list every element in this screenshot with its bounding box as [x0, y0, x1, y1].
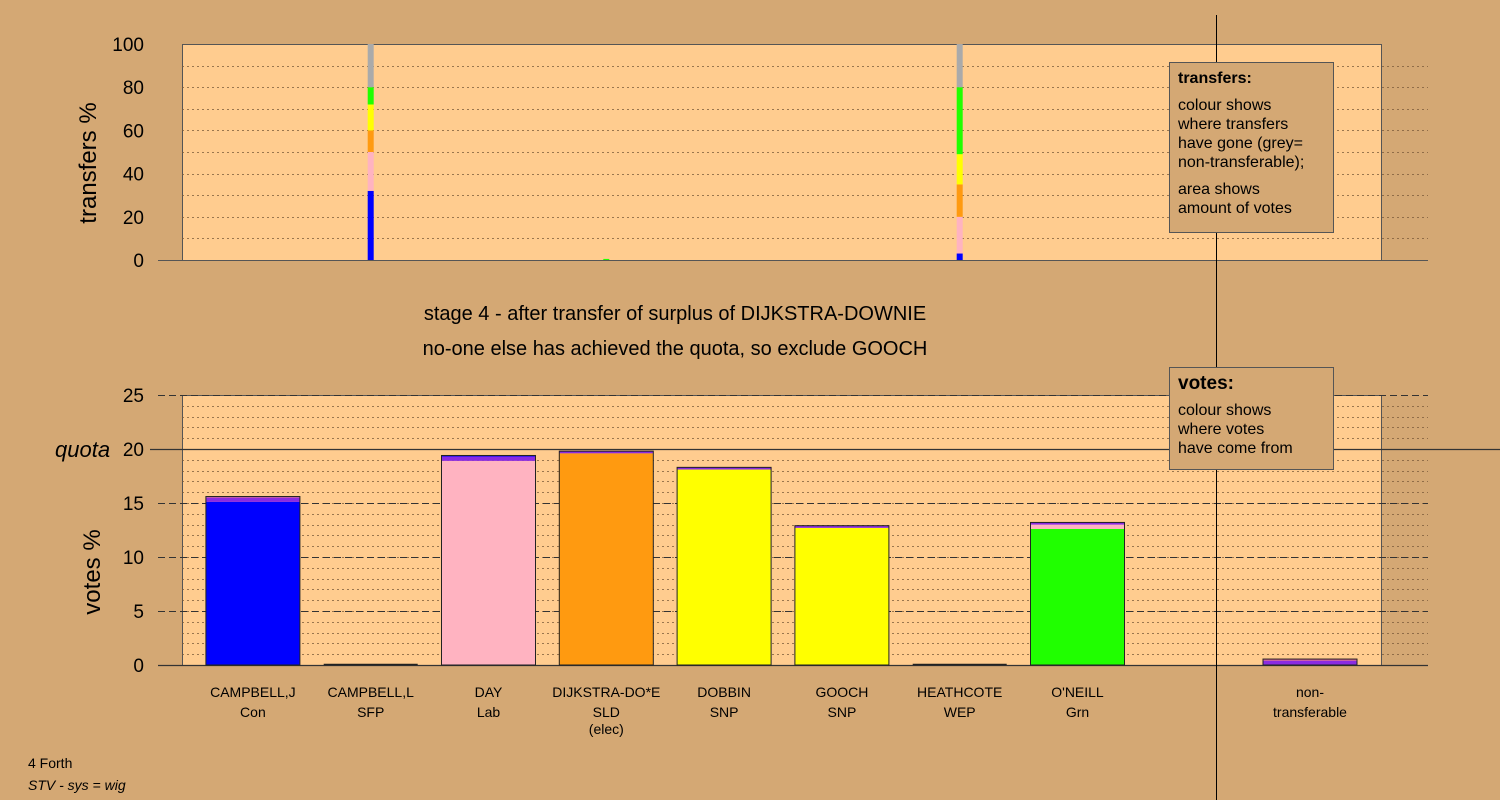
- stage-title: stage 4 - after transfer of surplus of D…: [424, 303, 926, 325]
- vote-segment: [205, 501, 300, 665]
- transfers-y-tick-label: 100: [112, 35, 144, 56]
- votes-y-axis-label: votes %: [79, 529, 106, 614]
- votes-y-tick-label: 10: [123, 548, 144, 569]
- candidate-status: (elec): [589, 721, 624, 737]
- transfers-y-tick-label: 60: [123, 121, 144, 142]
- candidate-party: SLD: [593, 704, 620, 720]
- candidate-party: SFP: [357, 704, 384, 720]
- votes-y-tick-label: 15: [123, 494, 144, 515]
- transfer-segment: [956, 184, 963, 217]
- candidate-party: Lab: [477, 704, 501, 720]
- vote-segment: [441, 460, 536, 665]
- votes-y-tick-label: 20: [123, 440, 144, 461]
- vote-segment: [794, 525, 889, 528]
- candidate-party: WEP: [944, 704, 976, 720]
- candidate-name: GOOCH: [815, 684, 868, 700]
- transfer-segment: [367, 104, 374, 131]
- vote-bar-outline: [1262, 658, 1358, 666]
- candidate-name: CAMPBELL,L: [328, 684, 415, 700]
- vote-segment: [1030, 522, 1125, 525]
- candidate-party: SNP: [710, 704, 739, 720]
- transfer-segment: [603, 258, 610, 260]
- vote-bar-outline: [1030, 521, 1125, 666]
- transfer-segment: [956, 44, 963, 88]
- vote-segment: [677, 469, 772, 665]
- candidate-name: DIJKSTRA-DO*E: [552, 684, 660, 700]
- transfers-y-tick-label: 80: [123, 78, 144, 99]
- candidate-name: O'NEILL: [1051, 684, 1104, 700]
- candidate-party: Con: [240, 704, 266, 720]
- vote-segment: [559, 451, 654, 454]
- vote-segment: [677, 467, 772, 470]
- transfer-segment: [956, 216, 963, 254]
- quota-label: quota: [55, 437, 110, 462]
- transfer-segment: [956, 154, 963, 185]
- votes-y-tick-label: 0: [133, 656, 144, 677]
- votes-legend-line: have come from: [1178, 440, 1293, 457]
- votes-bars: [205, 450, 1358, 666]
- transfers-legend-line: area shows: [1178, 181, 1260, 198]
- candidate-party: SNP: [828, 704, 857, 720]
- votes-legend-line: colour shows: [1178, 402, 1272, 419]
- transfers-y-axis-label: transfers %: [75, 102, 102, 223]
- vote-bar-outline: [558, 450, 654, 666]
- vote-segment: [794, 527, 889, 665]
- transfer-segment: [367, 130, 374, 152]
- votes-legend: votes: colour shows where votes have com…: [1169, 367, 1334, 470]
- transfers-legend: transfers: colour shows where transfers …: [1169, 62, 1334, 233]
- transfers-legend-line: where transfers: [1178, 116, 1289, 133]
- transfers-legend-line: colour shows: [1178, 97, 1272, 114]
- stage-subtitle: no-one else has achieved the quota, so e…: [423, 338, 928, 360]
- ward-name: 4 Forth: [28, 755, 73, 771]
- transfers-y-tick-label: 20: [123, 208, 144, 229]
- votes-y-ticks: 0 5 10 15 20 25: [123, 386, 144, 677]
- transfer-segment: [956, 87, 963, 155]
- transfer-segment: [367, 190, 374, 260]
- vote-segment: [441, 456, 536, 461]
- nontransferable-label: transferable: [1273, 704, 1347, 720]
- transfer-segment: [367, 87, 374, 105]
- vote-bar-outline: [205, 496, 301, 666]
- vote-segment: [1263, 659, 1357, 661]
- transfers-y-ticks: 0 20 40 60 80 100: [112, 35, 144, 272]
- vote-segment: [1030, 524, 1125, 529]
- votes-y-tick-label: 25: [123, 386, 144, 407]
- candidate-labels: CAMPBELL,J Con CAMPBELL,L SFP DAY Lab DIJKSTRA…: [210, 684, 1347, 737]
- transfers-legend-title: transfers:: [1178, 70, 1252, 87]
- transfers-legend-line: non-transferable);: [1178, 154, 1305, 171]
- votes-legend-title: votes:: [1178, 373, 1234, 394]
- votes-legend-line: where votes: [1178, 421, 1265, 438]
- vote-segment: [205, 496, 300, 498]
- transfers-y-tick-label: 40: [123, 165, 144, 186]
- vote-segment: [1263, 660, 1357, 665]
- vote-bar-outline: [441, 454, 536, 666]
- transfer-segment: [367, 152, 374, 191]
- vote-segment: [559, 453, 654, 665]
- candidate-name: DOBBIN: [697, 684, 751, 700]
- candidate-party: Grn: [1066, 704, 1089, 720]
- candidate-name: DAY: [475, 684, 503, 700]
- candidate-name: HEATHCOTE: [917, 684, 1002, 700]
- candidate-name: CAMPBELL,J: [210, 684, 296, 700]
- vote-segment: [441, 455, 536, 457]
- transfers-y-tick-label: 0: [133, 251, 144, 272]
- transfers-bars: [367, 44, 963, 260]
- vote-bar-outline: [794, 525, 890, 666]
- vote-segment: [205, 497, 300, 502]
- transfer-segment: [956, 253, 963, 260]
- transfer-segment: [367, 44, 374, 88]
- nontransferable-label: non-: [1296, 684, 1324, 700]
- transfers-legend-line: have gone (grey=: [1178, 135, 1303, 152]
- vote-bar-outline: [676, 466, 772, 666]
- voting-system: STV - sys = wig: [28, 777, 126, 793]
- votes-y-tick-label: 5: [133, 602, 144, 623]
- transfers-legend-line: amount of votes: [1178, 200, 1292, 217]
- vote-segment: [1030, 528, 1125, 665]
